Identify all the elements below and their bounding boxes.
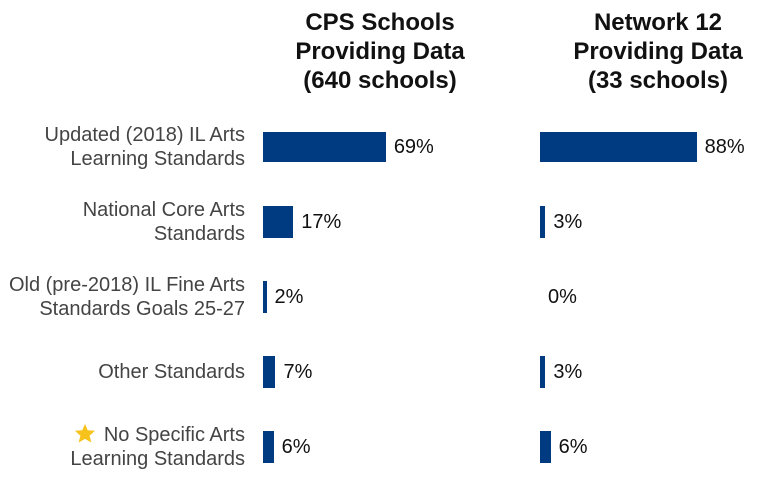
value-label: 3% [553,211,583,233]
series-header: CPS Schools Providing Data (640 schools) [295,9,465,94]
value-label: 2% [274,286,304,308]
category-text: Other Standards [98,361,245,383]
category-label: No Specific Arts Learning Standards [5,409,245,485]
bar [263,132,386,162]
value-label: 3% [553,361,583,383]
category-label: National Core Arts Standards [5,184,245,260]
category-text: Updated (2018) IL Arts Learning Standard… [44,124,246,170]
page: {"chart_data": {"type": "bar", "orientat… [5,9,745,470]
bar [263,431,274,463]
star-icon [74,423,95,443]
bar [540,132,697,162]
value-label: 7% [283,361,313,383]
category-label: Updated (2018) IL Arts Learning Standard… [5,109,246,185]
value-label: 6% [281,436,311,458]
category-label: Other Standards [5,334,245,410]
bar [540,431,551,463]
value-label: 88% [704,136,745,158]
bar [263,281,267,313]
value-label: 17% [301,211,342,233]
category-label: Old (pre-2018) IL Fine Arts Standards Go… [5,259,245,335]
bar [540,206,546,238]
category-text: Old (pre-2018) IL Fine Arts Standards Go… [8,274,245,320]
bar [263,206,294,238]
value-label: 69% [393,136,434,158]
category-line: No Specific Arts Learning Standards [5,423,245,471]
bar [263,356,276,388]
bar [540,356,546,388]
category-text: National Core Arts Standards [82,199,245,245]
value-label: 0% [548,286,577,308]
value-label: 6% [558,436,588,458]
series-header: Network 12 Providing Data (33 schools) [573,9,743,94]
category-text: No Specific Arts Learning Standards [70,424,245,470]
